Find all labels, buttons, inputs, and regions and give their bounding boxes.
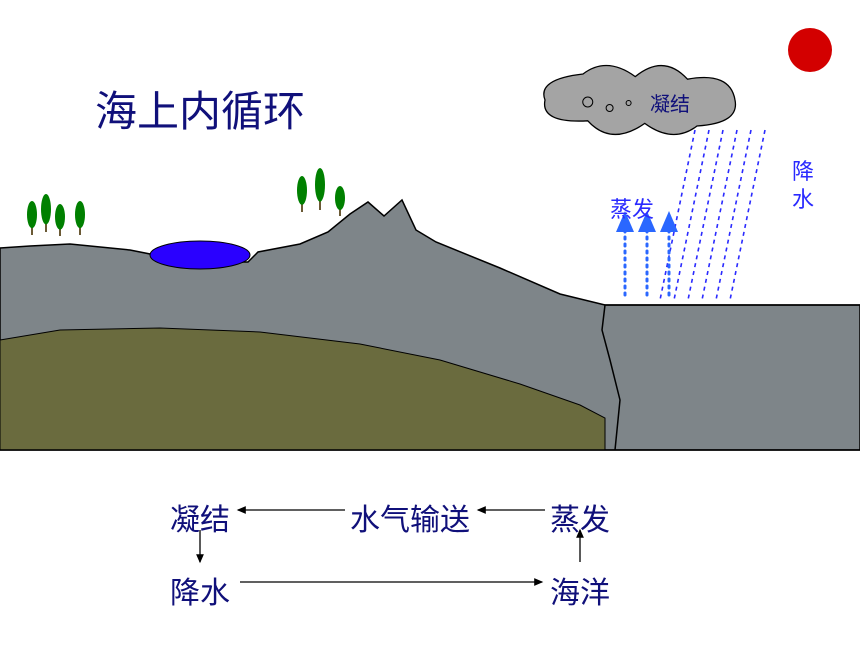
flow-node-ocean: 海洋 [550,568,610,612]
evaporation-label: 蒸发 [610,192,654,224]
flow-node-transport: 水气输送 [350,495,470,539]
flow-node-precipitation: 降水 [170,568,230,612]
precipitation-label: 降水 [792,158,814,214]
diagram-root: 海上内循环 凝结 蒸发 降水 凝结 水气输送 蒸发 降水 海洋 [0,0,860,645]
cloud-label: 凝结 [650,88,690,117]
diagram-title: 海上内循环 [95,78,305,139]
flow-node-evaporate: 蒸发 [550,495,610,539]
flow-node-condense: 凝结 [170,495,230,539]
